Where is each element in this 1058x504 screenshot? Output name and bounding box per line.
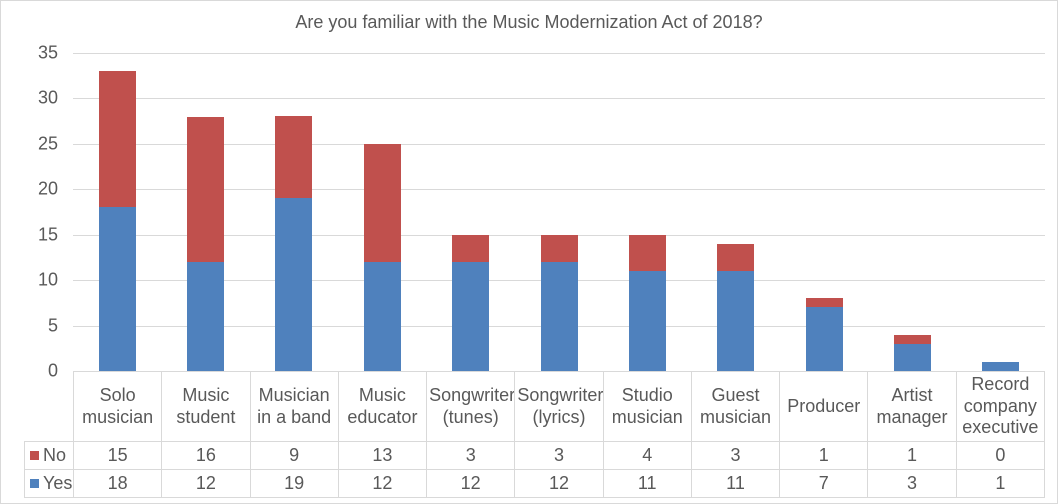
value-cell: 3: [690, 441, 781, 470]
bar-segment-no: [364, 144, 401, 262]
bar-segment-no: [452, 235, 489, 262]
bar-segment-no: [806, 298, 843, 307]
value-cell: 15: [72, 441, 163, 470]
bar-segment-yes: [982, 362, 1019, 371]
legend-cell-yes: Yes: [24, 469, 74, 498]
bar-segment-yes: [717, 271, 754, 371]
bar-segment-no: [275, 116, 312, 198]
bar-segment-yes: [806, 307, 843, 371]
bar-segment-yes: [187, 262, 224, 371]
y-axis-label: 0: [47, 360, 58, 381]
y-axis-label: 5: [47, 315, 58, 336]
gridline: [73, 98, 1045, 99]
category-header-cell: Producer: [779, 371, 869, 442]
value-cell: 12: [426, 469, 516, 498]
y-axis-label: 20: [37, 178, 58, 199]
bar-segment-no: [99, 71, 136, 207]
value-cell: 1: [867, 441, 957, 470]
bar-segment-no: [629, 235, 666, 271]
bar-segment-no: [187, 117, 224, 262]
gridline: [73, 189, 1045, 190]
bar-segment-no: [894, 335, 931, 344]
category-header-cell: Music student: [161, 371, 251, 442]
gridline: [73, 53, 1045, 54]
value-cell: 19: [249, 469, 339, 498]
category-header-cell: Solo musician: [72, 371, 163, 442]
value-cell: 0: [955, 441, 1046, 470]
chart-title: Are you familiar with the Music Moderniz…: [295, 12, 763, 32]
value-cell: 9: [249, 441, 339, 470]
bar-segment-yes: [452, 262, 489, 371]
category-header-cell: Studio musician: [602, 371, 692, 442]
legend-swatch: [30, 478, 39, 488]
legend-swatch: [30, 450, 39, 460]
legend-cell-no: No: [24, 441, 74, 470]
bar-segment-no: [541, 235, 578, 262]
category-header-cell: Guest musician: [690, 371, 781, 442]
value-cell: 18: [72, 469, 163, 498]
y-axis-label: 30: [37, 87, 58, 108]
gridline: [73, 144, 1045, 145]
bar-segment-no: [717, 244, 754, 271]
category-header-cell: Songwriter (lyrics): [514, 371, 604, 442]
plot-area: [73, 53, 1045, 371]
value-cell: 12: [337, 469, 428, 498]
category-header-cell: Music educator: [337, 371, 428, 442]
value-cell: 1: [779, 441, 869, 470]
category-header-cell: Record company executive: [955, 371, 1046, 442]
bar-segment-yes: [364, 262, 401, 371]
y-axis-label: 15: [37, 224, 58, 245]
value-cell: 13: [337, 441, 428, 470]
bar-segment-yes: [99, 207, 136, 371]
value-cell: 3: [514, 441, 604, 470]
y-axis-label: 35: [37, 42, 58, 63]
y-axis: 0 5 10 15 20 25 30 35: [1, 43, 58, 381]
value-cell: 1: [955, 469, 1046, 498]
value-cell: 11: [690, 469, 781, 498]
bar-segment-yes: [541, 262, 578, 371]
y-axis-label: 25: [37, 133, 58, 154]
value-cell: 11: [602, 469, 692, 498]
category-header-cell: Musician in a band: [249, 371, 339, 442]
bar-segment-yes: [894, 344, 931, 371]
bar-segment-yes: [629, 271, 666, 371]
table-corner-cell: [25, 372, 74, 442]
y-axis-label: 10: [37, 269, 58, 290]
value-cell: 12: [161, 469, 251, 498]
value-cell: 4: [602, 441, 692, 470]
value-cell: 12: [514, 469, 604, 498]
bar-segment-yes: [275, 198, 312, 371]
value-cell: 3: [426, 441, 516, 470]
category-header-cell: Artist manager: [867, 371, 957, 442]
data-table: Solo musician Music student Musician in a …: [24, 371, 1046, 498]
category-header-cell: Songwriter (tunes): [426, 371, 516, 442]
value-cell: 16: [161, 441, 251, 470]
value-cell: 3: [867, 469, 957, 498]
value-cell: 7: [779, 469, 869, 498]
